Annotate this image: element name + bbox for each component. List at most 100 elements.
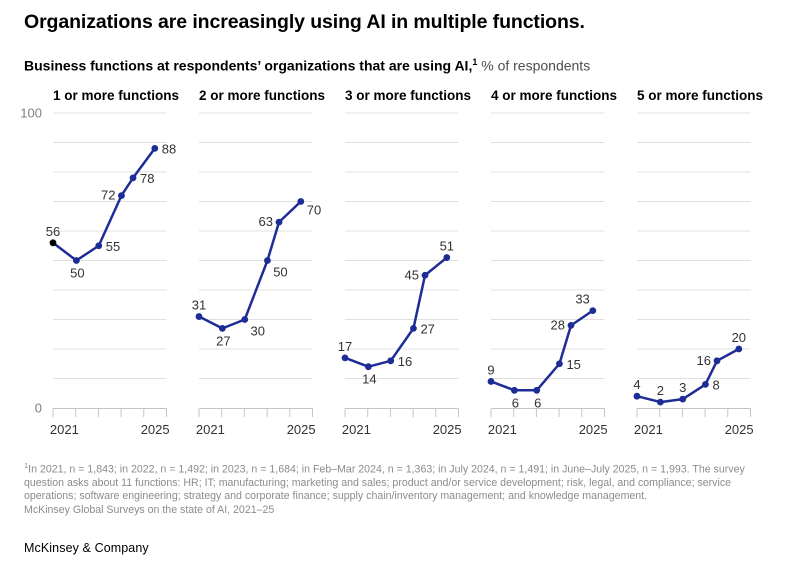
- chart-canvas: 100 0 1 or more functions 2021 2025 56 50 55 72 7…: [20, 88, 763, 437]
- data-label: 27: [216, 333, 230, 348]
- y-axis-label-min: 0: [35, 401, 42, 416]
- data-point: [735, 345, 743, 353]
- source-line: McKinsey Global Surveys on the state of …: [24, 503, 275, 516]
- mckinsey-wordmark: McKinsey & Company: [24, 541, 149, 555]
- data-point: [72, 257, 80, 264]
- data-point: [218, 324, 226, 332]
- data-point: [702, 381, 709, 388]
- data-label: 70: [307, 203, 321, 218]
- panel-5: 5 or more functions 2021 2025 4 2 3 816 20: [633, 88, 763, 437]
- subtitle-unit: % of respondents: [477, 57, 591, 74]
- trend-line: [489, 309, 595, 392]
- data-label: 31: [192, 298, 206, 313]
- data-label: 20: [732, 330, 746, 345]
- data-label: 51: [440, 239, 454, 254]
- data-point: [589, 307, 597, 315]
- subtitle-footnote-marker: 1: [472, 57, 478, 67]
- data-label: 33: [575, 292, 589, 307]
- footnote-block: 1In 2021, n = 1,843; in 2022, n = 1,492;…: [24, 459, 778, 517]
- x-axis-label: 2021: [342, 422, 371, 437]
- x-axis-label: 2021: [488, 422, 517, 437]
- data-point: [49, 239, 57, 247]
- trend-line: [51, 147, 157, 262]
- data-label: 6: [534, 395, 541, 410]
- data-point: [443, 254, 451, 261]
- data-label: 55: [106, 239, 120, 254]
- data-point: [118, 192, 125, 199]
- panel-3: 3 or more functions 2021 2025 17 14 16 27 45 51: [338, 88, 471, 437]
- x-axis-label: 2021: [196, 422, 225, 437]
- data-point: [556, 360, 563, 368]
- data-label: 50: [273, 265, 287, 280]
- data-point: [510, 386, 518, 394]
- data-label: 45: [405, 267, 419, 282]
- footnote-text: In 2021, n = 1,843; in 2022, n = 1,492; …: [24, 463, 745, 503]
- y-axis-label-max: 100: [20, 106, 42, 121]
- panel-2: 2 or more functions 2021 2025 31 27 30 50 63 70: [192, 88, 325, 437]
- data-label: 56: [46, 224, 60, 239]
- data-label: 3: [679, 380, 686, 395]
- data-label: 2: [657, 383, 664, 398]
- data-point: [713, 357, 721, 365]
- x-axis-label: 2025: [433, 422, 462, 437]
- data-label: 4: [633, 377, 640, 392]
- data-label: 50: [70, 266, 84, 281]
- panel-title: 3 or more functions: [345, 88, 471, 103]
- panel-title: 2 or more functions: [199, 88, 325, 103]
- chart-subtitle: Business functions at respondents’ organ…: [24, 57, 590, 74]
- data-label: 15: [566, 357, 580, 372]
- trend-line: [343, 256, 449, 368]
- panel-title: 1 or more functions: [53, 88, 179, 103]
- x-axis-label: 2025: [287, 422, 316, 437]
- data-point: [264, 257, 271, 264]
- data-label: 27: [420, 321, 434, 336]
- data-label: 30: [251, 324, 265, 339]
- data-label: 9: [487, 362, 494, 377]
- data-point: [129, 174, 137, 182]
- x-axis-label: 2025: [579, 422, 608, 437]
- data-label: 28: [551, 317, 565, 332]
- data-point: [410, 324, 417, 332]
- data-point: [567, 322, 575, 329]
- data-label: 14: [362, 372, 376, 387]
- footnote-marker: 1: [24, 461, 29, 470]
- panel-1: 1 or more functions 2021 2025 56 50 55 72 78 88: [46, 88, 179, 437]
- data-point: [421, 271, 429, 279]
- subtitle-main: Business functions at respondents’ organ…: [24, 57, 473, 74]
- data-label: 6: [512, 395, 519, 410]
- data-label: 78: [140, 171, 154, 186]
- data-label: 88: [162, 141, 176, 156]
- data-point: [241, 316, 249, 323]
- trend-line: [197, 200, 303, 330]
- footnote: 1In 2021, n = 1,843; in 2022, n = 1,492;…: [24, 459, 778, 504]
- data-point: [487, 378, 495, 385]
- data-point: [151, 145, 159, 152]
- data-label: 16: [398, 354, 412, 369]
- panel-title: 4 or more functions: [491, 88, 617, 103]
- panel-title: 5 or more functions: [637, 88, 763, 103]
- data-point: [656, 398, 664, 406]
- data-point: [275, 218, 283, 226]
- data-point: [679, 395, 687, 403]
- data-point: [633, 392, 641, 400]
- small-multiples-chart: 100 0 1 or more functions 2021 2025 56 50 55 72 7…: [0, 84, 800, 448]
- data-label: 17: [338, 339, 352, 354]
- trend-line: [635, 347, 741, 404]
- x-axis-label: 2025: [141, 422, 170, 437]
- data-point: [297, 198, 305, 205]
- data-point: [95, 242, 103, 250]
- panel-4: 4 or more functions 2021 2025 9 6 6 15 28 33: [487, 88, 617, 437]
- data-label: 16: [697, 353, 711, 368]
- data-label: 72: [101, 188, 115, 203]
- x-axis-label: 2025: [725, 422, 754, 437]
- data-point: [195, 313, 203, 320]
- x-axis-label: 2021: [50, 422, 79, 437]
- data-point: [341, 354, 349, 362]
- data-point: [364, 363, 372, 371]
- x-axis-label: 2021: [634, 422, 663, 437]
- data-label: 63: [259, 214, 273, 229]
- data-point: [533, 386, 541, 394]
- data-label: 8: [712, 377, 719, 392]
- data-point: [387, 357, 395, 365]
